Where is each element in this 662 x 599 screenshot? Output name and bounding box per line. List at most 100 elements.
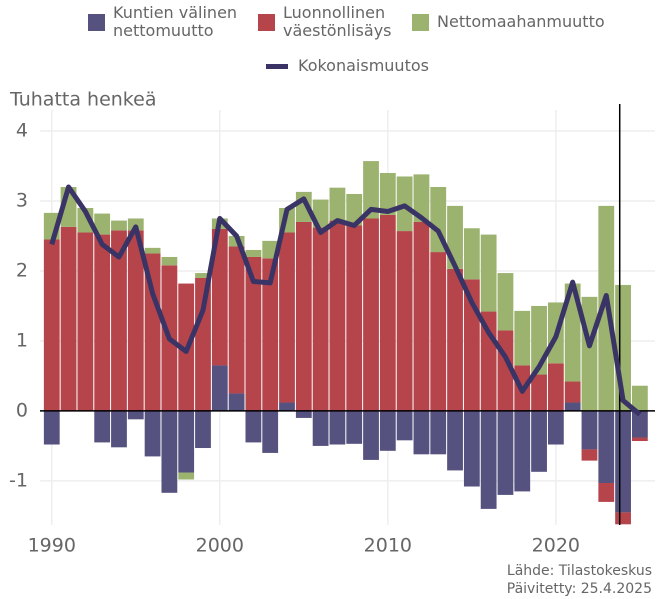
legend-swatch	[88, 13, 105, 31]
bar	[413, 221, 430, 411]
bar	[480, 234, 497, 312]
bar	[514, 410, 531, 492]
y-tick-label: 2	[16, 259, 28, 281]
bar	[144, 410, 161, 457]
y-axis-label: Tuhatta henkeä	[9, 89, 156, 111]
bar	[144, 247, 161, 254]
bar	[531, 374, 547, 411]
bar	[279, 402, 295, 411]
bar	[211, 228, 228, 366]
bar	[631, 437, 648, 442]
bar	[547, 363, 564, 411]
bar	[581, 410, 598, 450]
legend-swatch	[266, 63, 288, 69]
bar	[127, 230, 144, 411]
bar	[447, 268, 463, 411]
bar	[463, 228, 480, 280]
bar	[111, 220, 127, 231]
bar	[77, 232, 94, 411]
bar	[447, 410, 463, 471]
bar	[245, 249, 262, 257]
y-tick-label: 4	[16, 119, 28, 141]
bar	[430, 252, 447, 411]
legend-item: Kuntien välinen nettomuutto	[88, 4, 258, 40]
bar	[379, 172, 396, 215]
bar	[329, 410, 346, 445]
bar	[631, 385, 648, 411]
bar	[279, 232, 295, 403]
bar	[363, 218, 379, 411]
y-tick-label: -1	[9, 469, 28, 491]
bar	[598, 483, 615, 502]
bar	[161, 256, 178, 266]
line	[49, 184, 642, 417]
bar	[178, 472, 195, 480]
bar	[94, 410, 111, 443]
bar	[379, 214, 396, 411]
bar	[581, 449, 598, 461]
legend-item: Luonnollinen väestönlisäys	[258, 4, 408, 40]
bar	[396, 231, 413, 411]
x-tick-label: 1990	[28, 535, 76, 557]
bar	[127, 410, 144, 420]
legend-swatch	[258, 13, 275, 31]
bar	[531, 410, 547, 472]
bar	[312, 410, 329, 446]
bar	[363, 161, 379, 219]
x-tick-label: 2020	[532, 535, 580, 557]
bar	[111, 230, 127, 411]
legend-item: Kokonaismuutos	[266, 57, 429, 75]
bar	[295, 410, 312, 418]
legend-label: Kuntien välinen nettomuutto	[113, 3, 238, 40]
bar	[262, 258, 279, 411]
x-tick-label: 2000	[196, 535, 244, 557]
bar	[312, 227, 329, 411]
bar	[245, 410, 262, 443]
bar	[346, 225, 363, 411]
bar	[43, 239, 60, 411]
bar	[363, 410, 379, 460]
bar	[195, 273, 211, 278]
source: Lähde: Tilastokeskus	[507, 563, 652, 579]
bar	[615, 512, 631, 525]
bar	[295, 221, 312, 411]
bar	[581, 296, 598, 411]
y-tick-label: 0	[16, 399, 28, 421]
x-tick-label: 2010	[364, 535, 412, 557]
bar	[396, 410, 413, 441]
legend-label: Nettomaahanmuutto	[437, 12, 605, 31]
bar	[615, 410, 631, 513]
bar	[94, 234, 111, 411]
legend-swatch	[412, 13, 429, 31]
legend-label: Kokonaismuutos	[298, 56, 429, 75]
bar	[228, 393, 245, 411]
bar	[564, 381, 581, 403]
bar	[430, 410, 447, 455]
bar	[329, 187, 346, 221]
bar	[564, 402, 581, 411]
legend-label: Luonnollinen väestönlisäys	[283, 3, 392, 40]
bar	[211, 365, 228, 411]
bar	[480, 410, 497, 509]
bar	[346, 193, 363, 226]
bar	[564, 283, 581, 382]
bar	[497, 273, 514, 331]
bar	[144, 253, 161, 411]
bar	[413, 174, 430, 222]
bar	[111, 410, 127, 448]
bar	[262, 240, 279, 259]
bar	[60, 226, 77, 411]
bar	[547, 410, 564, 445]
bar	[245, 256, 262, 411]
bar	[329, 220, 346, 411]
y-tick-label: 1	[16, 329, 28, 351]
legend-item: Nettomaahanmuutto	[412, 13, 605, 31]
bar	[178, 410, 195, 473]
bar	[228, 246, 245, 394]
bar	[598, 410, 615, 484]
bar	[43, 410, 60, 445]
bar	[346, 410, 363, 444]
bar	[195, 410, 211, 449]
